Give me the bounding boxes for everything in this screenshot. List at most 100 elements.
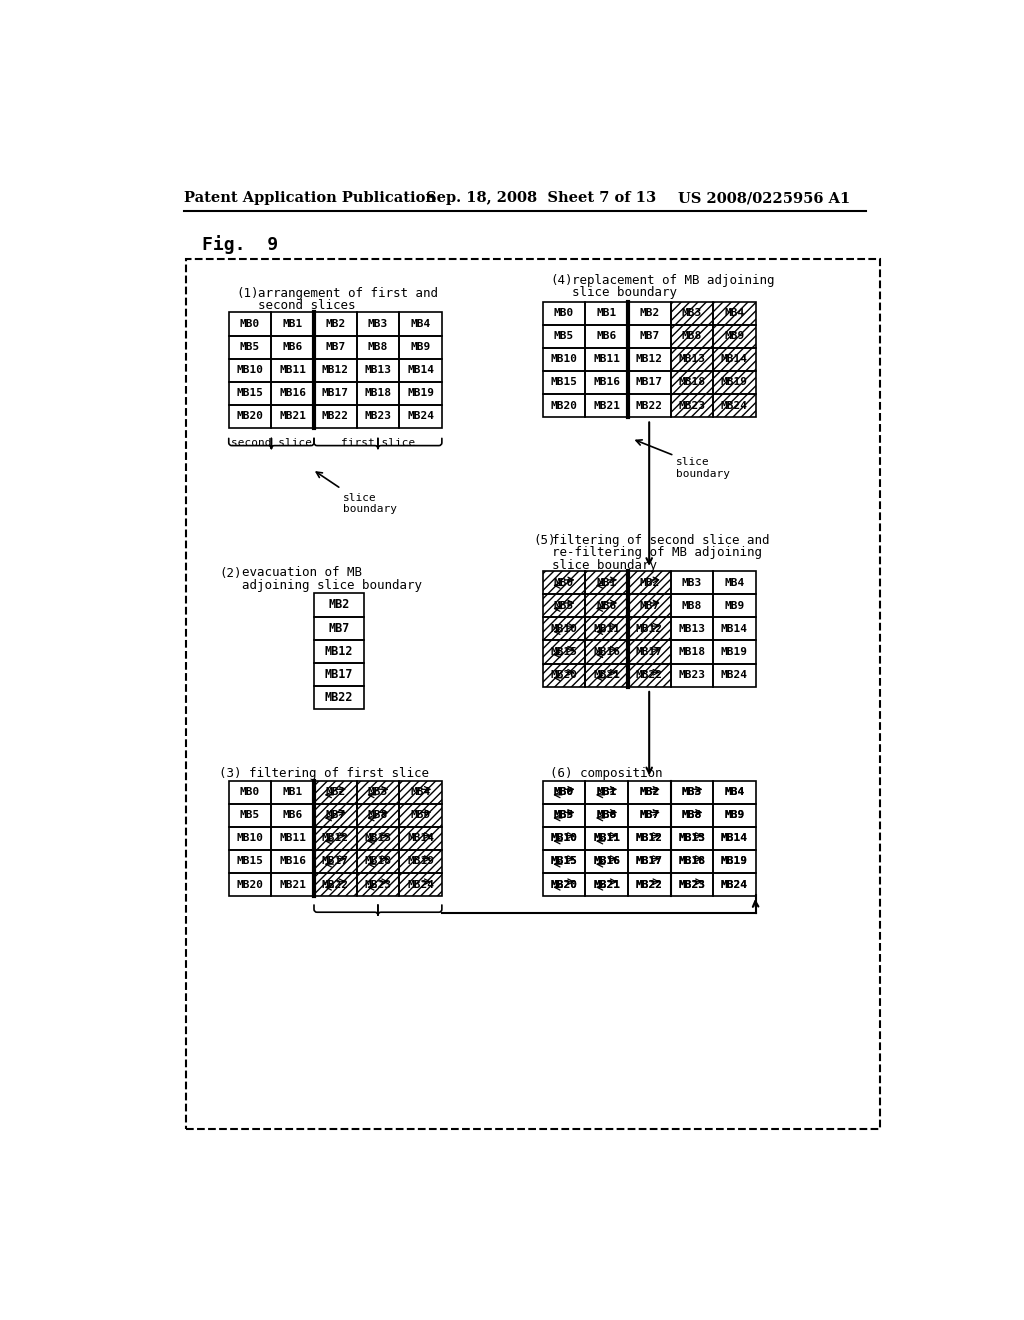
Bar xyxy=(314,405,356,428)
Text: MB9: MB9 xyxy=(724,331,744,342)
Bar xyxy=(586,302,628,325)
Bar xyxy=(228,405,271,428)
Bar xyxy=(671,873,713,896)
Text: MB16: MB16 xyxy=(593,647,621,657)
Text: MB8: MB8 xyxy=(682,601,701,611)
Bar xyxy=(671,850,713,873)
Text: MB4: MB4 xyxy=(411,319,431,329)
Bar xyxy=(228,873,271,896)
Bar xyxy=(543,850,586,873)
Text: MB7: MB7 xyxy=(639,331,659,342)
Text: MB17: MB17 xyxy=(636,857,663,866)
Bar xyxy=(671,804,713,826)
Bar xyxy=(314,594,365,616)
Text: MB17: MB17 xyxy=(325,668,353,681)
Bar xyxy=(314,686,365,709)
Bar xyxy=(586,594,628,618)
Text: MB13: MB13 xyxy=(678,833,706,843)
Bar xyxy=(543,873,586,896)
Text: adjoining slice boundary: adjoining slice boundary xyxy=(242,579,422,591)
Bar xyxy=(713,395,756,417)
Text: MB6: MB6 xyxy=(596,601,616,611)
Bar xyxy=(586,371,628,395)
Text: MB4: MB4 xyxy=(724,578,744,587)
Text: MB19: MB19 xyxy=(408,388,434,399)
Text: MB12: MB12 xyxy=(636,624,663,634)
Bar xyxy=(671,780,713,804)
Text: MB7: MB7 xyxy=(326,342,345,352)
Bar xyxy=(314,335,356,359)
Bar xyxy=(399,359,442,381)
Bar xyxy=(543,780,586,804)
Text: MB4: MB4 xyxy=(724,787,744,797)
Bar xyxy=(356,381,399,405)
Text: (6) composition: (6) composition xyxy=(550,767,663,780)
Bar xyxy=(228,780,271,804)
Bar xyxy=(543,348,586,371)
Bar xyxy=(713,826,756,850)
Text: MB4: MB4 xyxy=(724,308,744,318)
Bar xyxy=(399,405,442,428)
Bar xyxy=(399,780,442,804)
Text: MB16: MB16 xyxy=(280,388,306,399)
Text: MB11: MB11 xyxy=(593,833,621,843)
Text: MB16: MB16 xyxy=(593,857,621,866)
Bar xyxy=(314,381,356,405)
Text: MB6: MB6 xyxy=(283,342,303,352)
Bar xyxy=(314,313,356,335)
Text: MB10: MB10 xyxy=(551,833,578,843)
Text: MB10: MB10 xyxy=(551,624,578,634)
Text: MB24: MB24 xyxy=(408,412,434,421)
Text: MB2: MB2 xyxy=(326,319,345,329)
Text: MB10: MB10 xyxy=(237,833,263,843)
Bar xyxy=(314,850,356,873)
Text: slice: slice xyxy=(676,457,710,467)
Text: MB22: MB22 xyxy=(636,400,663,411)
Text: MB20: MB20 xyxy=(237,879,263,890)
Text: MB2: MB2 xyxy=(639,308,659,318)
Text: MB13: MB13 xyxy=(678,833,706,843)
Bar xyxy=(628,572,671,594)
Bar xyxy=(713,325,756,348)
Bar xyxy=(314,616,365,640)
Bar xyxy=(543,826,586,850)
Text: MB14: MB14 xyxy=(408,366,434,375)
Bar xyxy=(586,325,628,348)
Bar xyxy=(271,405,314,428)
Bar xyxy=(671,804,713,826)
Text: MB17: MB17 xyxy=(636,378,663,388)
Text: MB19: MB19 xyxy=(408,857,434,866)
Bar xyxy=(314,804,356,826)
Text: slice boundary: slice boundary xyxy=(552,558,657,572)
Text: MB15: MB15 xyxy=(551,378,578,388)
Text: MB24: MB24 xyxy=(408,879,434,890)
Text: MB0: MB0 xyxy=(554,787,574,797)
Bar xyxy=(271,804,314,826)
Text: MB18: MB18 xyxy=(365,388,391,399)
Text: re-filtering of MB adjoining: re-filtering of MB adjoining xyxy=(552,546,762,560)
Bar xyxy=(586,826,628,850)
Bar xyxy=(628,780,671,804)
Text: boundary: boundary xyxy=(676,469,730,479)
Text: MB9: MB9 xyxy=(724,601,744,611)
Bar xyxy=(628,826,671,850)
Bar xyxy=(356,313,399,335)
Bar xyxy=(586,850,628,873)
Text: (1): (1) xyxy=(237,286,259,300)
Text: MB20: MB20 xyxy=(551,671,578,680)
Text: MB8: MB8 xyxy=(682,810,701,820)
Text: MB5: MB5 xyxy=(240,810,260,820)
Bar xyxy=(671,371,713,395)
Bar xyxy=(543,804,586,826)
Text: MB14: MB14 xyxy=(721,833,748,843)
Text: MB4: MB4 xyxy=(411,787,431,797)
Text: MB3: MB3 xyxy=(682,578,701,587)
Bar xyxy=(671,826,713,850)
Text: MB18: MB18 xyxy=(678,857,706,866)
Text: MB0: MB0 xyxy=(240,319,260,329)
Text: slice boundary: slice boundary xyxy=(572,286,677,300)
Text: MB9: MB9 xyxy=(411,810,431,820)
Bar xyxy=(628,640,671,664)
Bar xyxy=(228,359,271,381)
Text: Sep. 18, 2008  Sheet 7 of 13: Sep. 18, 2008 Sheet 7 of 13 xyxy=(426,191,656,206)
